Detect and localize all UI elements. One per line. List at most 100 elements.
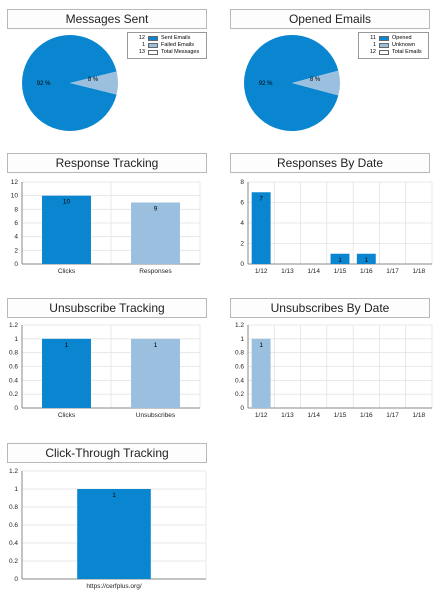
legend-entry: 11 Opened <box>362 35 425 42</box>
pie-label: 92 % <box>37 81 51 87</box>
y-tick-label: 0.4 <box>9 540 18 547</box>
pie-slice-failed-emails <box>70 71 118 95</box>
bar <box>131 338 180 408</box>
responses-by-date-title: Responses By Date <box>230 153 430 173</box>
x-tick-label: 1/13 <box>281 412 294 419</box>
messages-sent-legend: 12 Sent Emails 1 Failed Emails 13 Total Messa… <box>127 32 207 59</box>
y-tick-label: 0 <box>14 405 18 412</box>
legend-entry: 12 Total Emails <box>362 49 425 56</box>
legend-count: 11 <box>370 35 376 41</box>
legend-entry: 1 Failed Emails <box>131 42 203 49</box>
pie-slice-sent-emails <box>22 35 117 132</box>
response-tracking-bar-chart: 0 2 4 6 8 10 12 10 Clicks 9 Responses <box>11 179 201 275</box>
pie-label: 8 % <box>310 77 321 83</box>
pie-slice-opened <box>244 35 339 132</box>
y-tick-label: 2 <box>14 247 18 254</box>
y-tick-label: 0.4 <box>235 377 244 384</box>
unsubscribes-by-date-bar-chart: 0 0.2 0.4 0.6 0.8 1 1.2 1 1/12 1/13 1/14 1/15 1/16 1/… <box>235 322 433 419</box>
legend-count: 1 <box>372 42 376 48</box>
x-tick-label: 1/16 <box>360 412 373 419</box>
y-tick-label: 6 <box>240 200 244 207</box>
click-through-tracking-bar-chart: 0 0.2 0.4 0.6 0.8 1 1.2 1 https://cerfplus.org/ <box>9 468 207 590</box>
y-tick-label: 0.2 <box>235 391 244 398</box>
pie-slice-unknown <box>292 70 340 96</box>
y-tick-label: 1.2 <box>9 322 18 329</box>
data-label: 1 <box>112 492 116 499</box>
y-tick-label: 1 <box>14 486 18 493</box>
legend-swatch <box>148 43 158 48</box>
y-tick-label: 8 <box>14 206 18 213</box>
legend-swatch <box>379 36 389 41</box>
legend-count: 1 <box>141 42 145 48</box>
pie-label: 92 % <box>259 81 273 87</box>
y-tick-label: 4 <box>14 234 18 241</box>
unsubscribe-tracking-bar-chart: 0 0.2 0.4 0.6 0.8 1 1.2 1 Clicks 1 Unsubscribes <box>9 322 201 419</box>
y-tick-label: 8 <box>240 179 244 186</box>
legend-entry: 1 Unknown <box>362 42 425 49</box>
unsubscribes-by-date-title: Unsubscribes By Date <box>230 298 430 318</box>
x-tick-label: Clicks <box>58 268 76 275</box>
unsubscribe-tracking-title: Unsubscribe Tracking <box>7 298 207 318</box>
y-tick-label: 0.2 <box>9 558 18 565</box>
bar <box>251 338 271 408</box>
legend-label: Unknown <box>392 42 415 48</box>
data-label: 1 <box>259 342 263 349</box>
legend-count: 13 <box>138 49 145 55</box>
x-tick-label: 1/17 <box>386 412 399 419</box>
x-tick-label: https://cerfplus.org/ <box>86 583 141 590</box>
messages-sent-title: Messages Sent <box>7 9 207 29</box>
y-tick-label: 0 <box>240 261 244 268</box>
bar <box>356 253 376 264</box>
response-tracking-title: Response Tracking <box>7 153 207 173</box>
y-tick-label: 0.2 <box>9 391 18 398</box>
y-tick-label: 0.8 <box>9 350 18 357</box>
x-tick-label: Clicks <box>58 412 76 419</box>
x-tick-label: 1/14 <box>307 268 320 275</box>
y-tick-label: 2 <box>240 241 244 248</box>
legend-swatch <box>148 50 158 55</box>
x-tick-label: 1/16 <box>360 268 373 275</box>
x-tick-label: Unsubscribes <box>136 412 176 419</box>
legend-swatch <box>148 36 158 41</box>
x-tick-label: Responses <box>139 268 172 275</box>
x-tick-label: 1/18 <box>413 412 426 419</box>
x-tick-label: 1/15 <box>334 268 347 275</box>
pie-label: 8 % <box>88 77 99 83</box>
responses-by-date-bar-chart: 0 2 4 6 8 7 1/12 1/13 1/14 1 1/15 1 1/16 1/17 1/18 <box>240 179 433 275</box>
bar <box>251 192 271 264</box>
legend-swatch <box>379 43 389 48</box>
y-tick-label: 0 <box>14 261 18 268</box>
bar <box>131 202 180 264</box>
y-tick-label: 1 <box>240 336 244 343</box>
y-tick-label: 0 <box>14 576 18 583</box>
data-label: 1 <box>65 342 69 349</box>
x-tick-label: 1/13 <box>281 268 294 275</box>
legend-label: Total Emails <box>392 49 422 55</box>
data-label: 9 <box>154 206 158 213</box>
messages-sent-pie-chart: 92 % 8 % <box>22 35 118 132</box>
data-label: 1 <box>364 257 368 264</box>
y-tick-label: 10 <box>11 193 19 200</box>
y-tick-label: 1.2 <box>235 322 244 329</box>
legend-entry: 13 Total Messages <box>131 49 203 56</box>
bar <box>77 489 151 579</box>
data-label: 1 <box>338 257 342 264</box>
data-label: 7 <box>259 195 263 202</box>
y-tick-label: 0.4 <box>9 377 18 384</box>
legend-label: Failed Emails <box>161 42 195 48</box>
legend-count: 12 <box>369 49 376 55</box>
x-tick-label: 1/15 <box>334 412 347 419</box>
y-tick-label: 1.2 <box>9 468 18 475</box>
legend-entry: 12 Sent Emails <box>131 35 203 42</box>
legend-count: 12 <box>138 35 145 41</box>
x-tick-label: 1/14 <box>307 412 320 419</box>
y-tick-label: 0.8 <box>9 504 18 511</box>
x-tick-label: 1/12 <box>255 412 268 419</box>
opened-emails-legend: 11 Opened 1 Unknown 12 Total Emails <box>358 32 429 59</box>
y-tick-label: 1 <box>14 336 18 343</box>
legend-label: Sent Emails <box>161 35 191 41</box>
data-label: 1 <box>154 342 158 349</box>
x-tick-label: 1/18 <box>413 268 426 275</box>
legend-label: Opened <box>392 35 412 41</box>
y-tick-label: 0.6 <box>235 364 244 371</box>
